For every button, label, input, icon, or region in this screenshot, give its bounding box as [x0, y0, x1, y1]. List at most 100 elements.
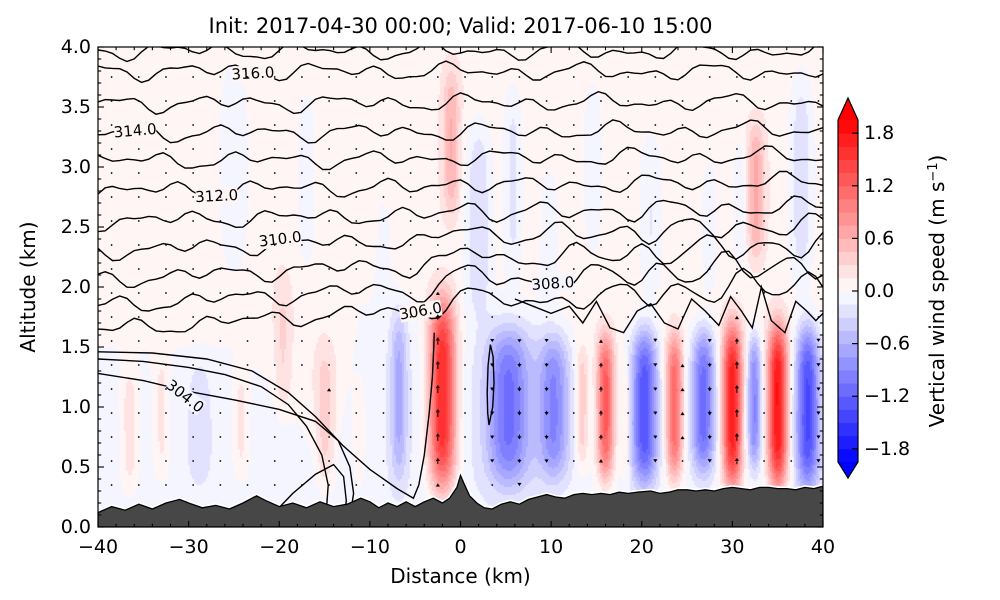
y-tick-label: 3.0	[61, 156, 91, 178]
quiver-dot	[328, 316, 330, 318]
quiver-dot	[110, 148, 113, 150]
quiver-dot	[192, 220, 195, 222]
quiver-dot	[273, 388, 276, 390]
quiver-dot	[763, 244, 765, 246]
colorbar-band	[838, 133, 858, 147]
quiver-dot	[600, 148, 602, 150]
quiver-dot	[518, 172, 521, 174]
quiver-dot	[165, 124, 167, 126]
quiver-dot	[273, 172, 276, 174]
quiver-dot	[763, 364, 765, 366]
quiver-dot	[572, 388, 575, 390]
quiver-head	[490, 363, 495, 367]
quiver-dot	[627, 460, 630, 462]
quiver-dot	[382, 76, 385, 78]
quiver-dot	[763, 220, 765, 222]
quiver-dot	[708, 268, 711, 270]
quiver-head	[680, 387, 685, 392]
quiver-dot	[572, 316, 575, 318]
quiver-dot	[165, 148, 167, 150]
quiver-dot	[763, 460, 765, 462]
quiver-head	[707, 412, 712, 416]
quiver-dot	[436, 124, 439, 126]
colorbar-band	[838, 238, 858, 253]
quiver-dot	[491, 196, 494, 198]
contour-label: 306.0	[398, 298, 443, 323]
quiver-dot	[192, 436, 195, 438]
quiver-dot	[301, 436, 303, 438]
quiver-dot	[301, 364, 303, 366]
theta-contour-305	[98, 358, 329, 511]
quiver-dot	[219, 316, 222, 318]
quiver-dot	[110, 268, 113, 270]
theta-contour-311	[98, 195, 823, 233]
quiver-dot	[192, 76, 195, 78]
quiver-dot	[301, 484, 303, 486]
colorbar-band	[838, 356, 858, 371]
x-tick-label: −30	[169, 536, 209, 558]
quiver-dot	[627, 364, 630, 366]
quiver-dot	[382, 172, 385, 174]
theta-contour-303	[271, 463, 348, 516]
quiver-dot	[219, 100, 222, 102]
contour-label-bg	[163, 376, 207, 416]
quiver-dot	[137, 148, 140, 150]
quiver-dot	[328, 148, 330, 150]
x-tick-label: 30	[720, 536, 744, 558]
quiver-dot	[518, 220, 521, 222]
quiver-dot	[273, 460, 276, 462]
quiver-dot	[464, 124, 466, 126]
quiver-dot	[464, 436, 466, 438]
quiver-dot	[301, 148, 303, 150]
quiver-head	[517, 412, 522, 416]
quiver-dot	[681, 100, 684, 102]
quiver-dot	[790, 76, 793, 78]
quiver-dot	[790, 436, 793, 438]
quiver-dot	[165, 76, 167, 78]
quiver-head	[653, 411, 658, 415]
theta-contour-313	[98, 145, 823, 171]
quiver-dot	[137, 292, 140, 294]
quiver-dot	[246, 340, 249, 342]
colorbar-band	[838, 330, 858, 345]
theta-contour-315	[98, 90, 823, 115]
quiver-dot	[301, 100, 303, 102]
quiver-dot	[110, 292, 113, 294]
colorbar-band	[838, 396, 858, 410]
x-tick-label: 20	[630, 536, 654, 558]
quiver-dot	[328, 100, 330, 102]
quiver-dot	[355, 100, 358, 102]
quiver-dot	[681, 460, 684, 462]
quiver-dot	[246, 172, 249, 174]
quiver-dot	[137, 244, 140, 246]
quiver-dot	[545, 172, 548, 174]
quiver-dot	[355, 412, 358, 414]
quiver-dot	[301, 268, 303, 270]
quiver-dot	[572, 340, 575, 342]
quiver-dot	[518, 100, 521, 102]
quiver-dot	[464, 364, 466, 366]
quiver-dot	[654, 148, 657, 150]
quiver-head	[435, 384, 440, 389]
quiver-dot	[654, 268, 657, 270]
quiver-head	[707, 388, 712, 392]
quiver-dot	[817, 100, 820, 102]
quiver-dot	[137, 484, 140, 486]
quiver-dot	[328, 292, 330, 294]
quiver-dot	[328, 364, 330, 366]
contour-label-bg	[531, 273, 575, 293]
quiver-dot	[110, 388, 113, 390]
contour-label-group: 314.0	[113, 120, 157, 142]
quiver-dot	[192, 292, 195, 294]
quiver-dot	[736, 172, 738, 174]
quiver-head	[816, 338, 821, 342]
quiver-dot	[736, 220, 738, 222]
quiver-head	[707, 363, 712, 368]
quiver-dot	[627, 244, 630, 246]
quiver-dot	[219, 220, 222, 222]
quiver-dot	[736, 76, 738, 78]
quiver-dot	[409, 412, 412, 414]
colorbar-band	[838, 448, 858, 463]
x-tick-label: 0	[454, 536, 466, 558]
quiver-dot	[246, 412, 249, 414]
